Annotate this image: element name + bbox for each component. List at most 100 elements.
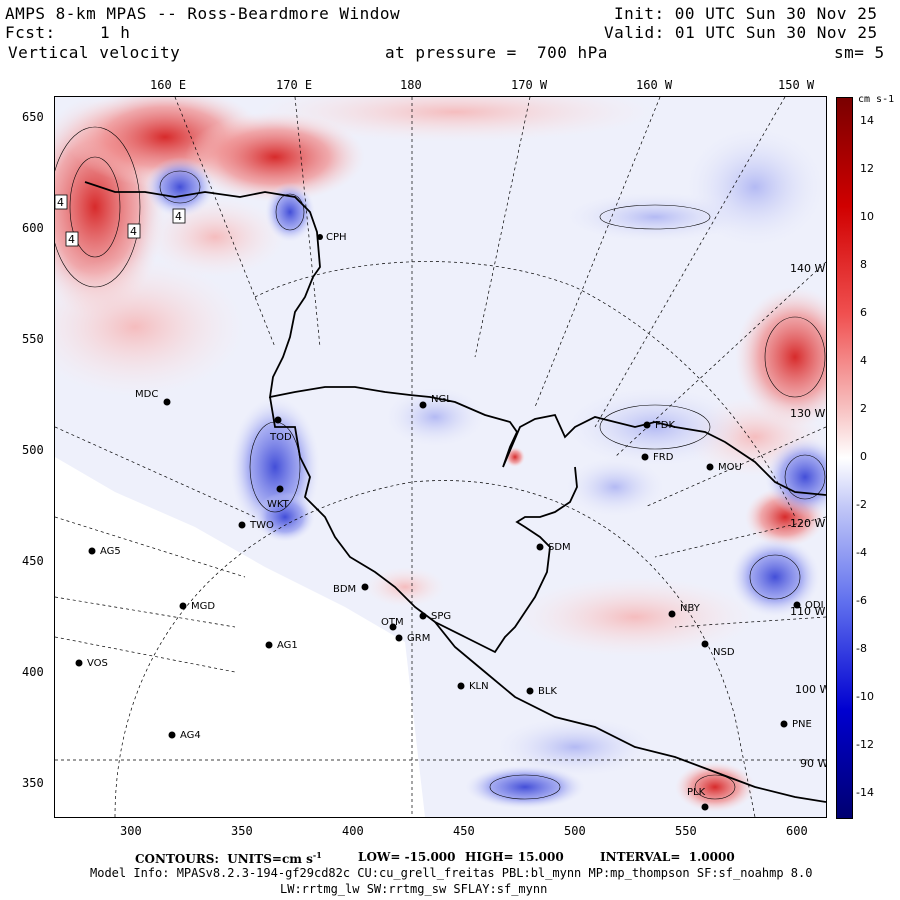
colorbar [836, 97, 853, 819]
svg-text:BDM: BDM [333, 584, 356, 595]
init-time: Init: 00 UTC Sun 30 Nov 25 [614, 4, 878, 23]
svg-text:130 W: 130 W [790, 407, 825, 420]
colorbar-tick-label: 6 [860, 306, 867, 319]
colorbar-tick-label: 10 [860, 210, 874, 223]
colorbar-tick-label: -8 [856, 642, 867, 655]
top-tick-150w: 150 W [778, 78, 815, 92]
station-bdm[interactable]: BDM [333, 583, 369, 596]
svg-text:SDM: SDM [548, 542, 571, 553]
station-otm[interactable]: OTM [381, 617, 404, 631]
station-fdk[interactable]: FDK [643, 420, 676, 431]
extrema-markers: 4 4 4 4 [55, 194, 186, 247]
station-ag4[interactable]: AG4 [168, 730, 201, 741]
svg-text:100 W: 100 W [795, 683, 826, 696]
svg-text:CPH: CPH [326, 232, 347, 243]
station-ag5[interactable]: AG5 [88, 546, 121, 557]
svg-text:OTM: OTM [381, 617, 404, 628]
bottom-tick-500: 500 [564, 824, 586, 838]
svg-text:FRD: FRD [653, 452, 674, 463]
right-lon-labels: 140 W 130 W 120 W 110 W 100 W 90 W [790, 262, 826, 770]
station-tod[interactable]: TOD [269, 416, 292, 444]
svg-text:NBY: NBY [680, 603, 701, 614]
extrema-label: 4 [68, 233, 75, 246]
station-wkt[interactable]: WKT [267, 485, 290, 511]
bottom-tick-600: 600 [786, 824, 808, 838]
colorbar-tick-label: -4 [856, 546, 867, 559]
top-tick-170e: 170 E [276, 78, 313, 92]
negative-velocity-areas [145, 127, 826, 809]
station-odi[interactable]: ODI [793, 600, 824, 611]
station-nsd[interactable]: NSD [701, 640, 735, 659]
svg-text:NSD: NSD [713, 647, 735, 658]
top-tick-160w: 160 W [636, 78, 673, 92]
colorbar-tick-label: 8 [860, 258, 867, 271]
station-mgd[interactable]: MGD [179, 601, 216, 612]
left-tick-550: 550 [22, 332, 44, 346]
svg-text:90 W: 90 W [800, 757, 826, 770]
extrema-label: 4 [130, 225, 137, 238]
extrema-label: 4 [175, 210, 182, 223]
bottom-tick-450: 450 [453, 824, 475, 838]
graticule [55, 97, 826, 817]
station-two[interactable]: TWO [238, 520, 274, 531]
left-tick-650: 650 [22, 110, 44, 124]
colorbar-tick-label: -2 [856, 498, 867, 511]
station-ag1[interactable]: AG1 [265, 640, 298, 651]
left-tick-600: 600 [22, 221, 44, 235]
colorbar-tick-label: 4 [860, 354, 867, 367]
stations: CPH NGL MDC FDK FRD MOU TOD WKT TWO SDM … [75, 232, 824, 811]
colorbar-tick-label: -12 [856, 738, 874, 751]
station-cph[interactable]: CPH [317, 232, 347, 243]
left-tick-500: 500 [22, 443, 44, 457]
top-tick-180: 180 [400, 78, 422, 92]
no-data-region [55, 457, 425, 817]
svg-text:AG1: AG1 [277, 640, 298, 651]
contour-lines [55, 126, 826, 800]
svg-text:KLN: KLN [469, 681, 489, 692]
map-svg: 4 4 4 4 CPH NGL MDC FDK FRD MOU TOD WKT … [55, 97, 826, 817]
svg-text:WKT: WKT [267, 499, 290, 510]
colorbar-tick-label: -10 [856, 690, 874, 703]
station-vos[interactable]: VOS [75, 658, 108, 669]
forecast-hour: 1 h [100, 23, 131, 42]
station-blk[interactable]: BLK [526, 686, 558, 697]
station-nby[interactable]: NBY [668, 603, 701, 618]
svg-text:AG4: AG4 [180, 730, 201, 741]
contours-interval: INTERVAL= 1.0000 [600, 850, 735, 864]
svg-text:MOU: MOU [718, 462, 742, 473]
vertical-velocity-map[interactable]: 4 4 4 4 CPH NGL MDC FDK FRD MOU TOD WKT … [55, 97, 826, 817]
station-kln[interactable]: KLN [457, 681, 489, 692]
station-ngl[interactable]: NGL [419, 394, 453, 409]
station-plk[interactable]: PLK [687, 787, 709, 811]
station-frd[interactable]: FRD [641, 452, 674, 463]
svg-text:MDC: MDC [135, 389, 158, 400]
colorbar-tick-label: -14 [856, 786, 874, 799]
svg-text:TOD: TOD [269, 432, 292, 443]
svg-text:NGL: NGL [431, 394, 452, 405]
colorbar-svg [837, 98, 852, 818]
svg-text:BLK: BLK [538, 686, 557, 697]
forecast-label: Fcst: [5, 23, 56, 42]
left-tick-400: 400 [22, 665, 44, 679]
svg-text:MGD: MGD [191, 601, 215, 612]
colorbar-tick-label: 12 [860, 162, 874, 175]
station-grm[interactable]: GRM [395, 633, 431, 644]
svg-text:GRM: GRM [407, 633, 430, 644]
station-pne[interactable]: PNE [780, 719, 812, 730]
bottom-tick-550: 550 [675, 824, 697, 838]
station-mdc[interactable]: MDC [135, 389, 171, 406]
svg-text:PLK: PLK [687, 787, 706, 798]
station-sdm[interactable]: SDM [536, 542, 571, 553]
svg-text:FDK: FDK [655, 420, 675, 431]
colorbar-tick-label: 0 [860, 450, 867, 463]
contours-info: CONTOURS: UNITS=cm s-1 [135, 850, 322, 866]
model-info: Model Info: MPASv8.2.3-194-gf29cd82c CU:… [90, 866, 813, 880]
station-spg[interactable]: SPG [419, 611, 452, 622]
colorbar-units: cm s-1 [858, 94, 895, 105]
field-name: Vertical velocity [8, 43, 181, 62]
svg-text:140 W: 140 W [790, 262, 825, 275]
station-mou[interactable]: MOU [706, 462, 742, 473]
bottom-tick-300: 300 [120, 824, 142, 838]
model-info-physics: LW:rrtmg_lw SW:rrtmg_sw SFLAY:sf_mynn [280, 882, 548, 896]
smoothing: sm= 5 [834, 43, 885, 62]
